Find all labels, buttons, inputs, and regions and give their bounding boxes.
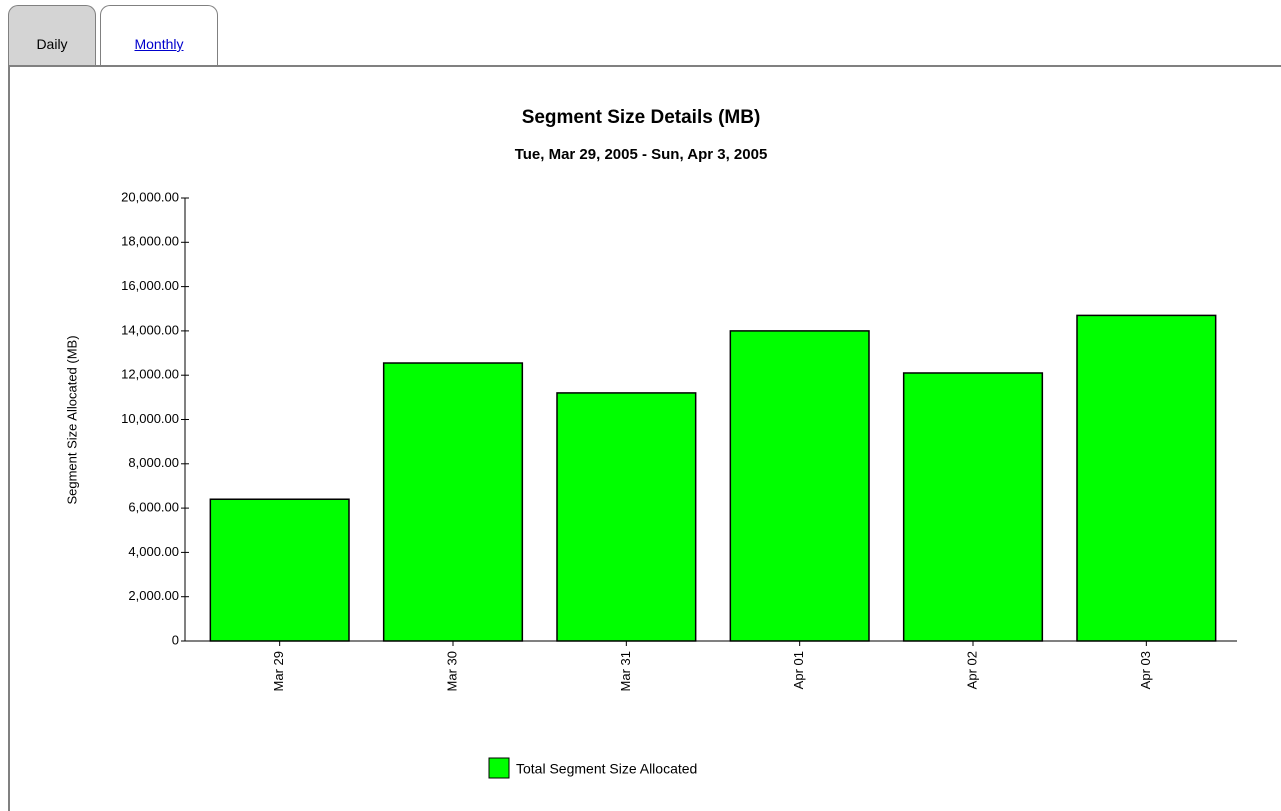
bar (556, 392, 697, 642)
y-tick-label: 0 (172, 632, 179, 647)
x-tick-label: Mar 29 (271, 651, 286, 691)
chart-subtitle: Tue, Mar 29, 2005 - Sun, Apr 3, 2005 (515, 146, 768, 163)
chart-title: Segment Size Details (MB) (522, 107, 761, 128)
bar (1076, 314, 1217, 642)
y-tick-label: 18,000.00 (121, 234, 179, 249)
y-tick-label: 10,000.00 (121, 411, 179, 426)
y-tick-label: 4,000.00 (128, 544, 179, 559)
y-tick-label: 2,000.00 (128, 588, 179, 603)
bar (729, 330, 870, 642)
tab-panel (8, 65, 1281, 811)
y-tick-label: 16,000.00 (121, 278, 179, 293)
y-tick-label: 20,000.00 (121, 189, 179, 204)
y-axis-label: Segment Size Allocated (MB) (64, 335, 79, 504)
bar (902, 372, 1044, 642)
legend-label: Total Segment Size Allocated (516, 761, 697, 777)
x-tick-label: Mar 30 (444, 651, 459, 691)
x-tick-label: Apr 03 (1138, 651, 1153, 689)
x-tick-label: Apr 02 (964, 651, 979, 689)
tab-daily[interactable]: Daily (8, 5, 96, 65)
bar (382, 362, 524, 642)
y-tick-label: 8,000.00 (128, 455, 179, 470)
bar (209, 498, 350, 642)
x-tick-label: Mar 31 (618, 651, 633, 691)
legend-swatch (488, 757, 510, 779)
tab-monthly[interactable]: Monthly (100, 5, 218, 65)
y-tick-label: 6,000.00 (128, 500, 179, 515)
y-tick-label: 12,000.00 (121, 367, 179, 382)
y-tick-label: 14,000.00 (121, 322, 179, 337)
x-tick-label: Apr 01 (791, 651, 806, 689)
